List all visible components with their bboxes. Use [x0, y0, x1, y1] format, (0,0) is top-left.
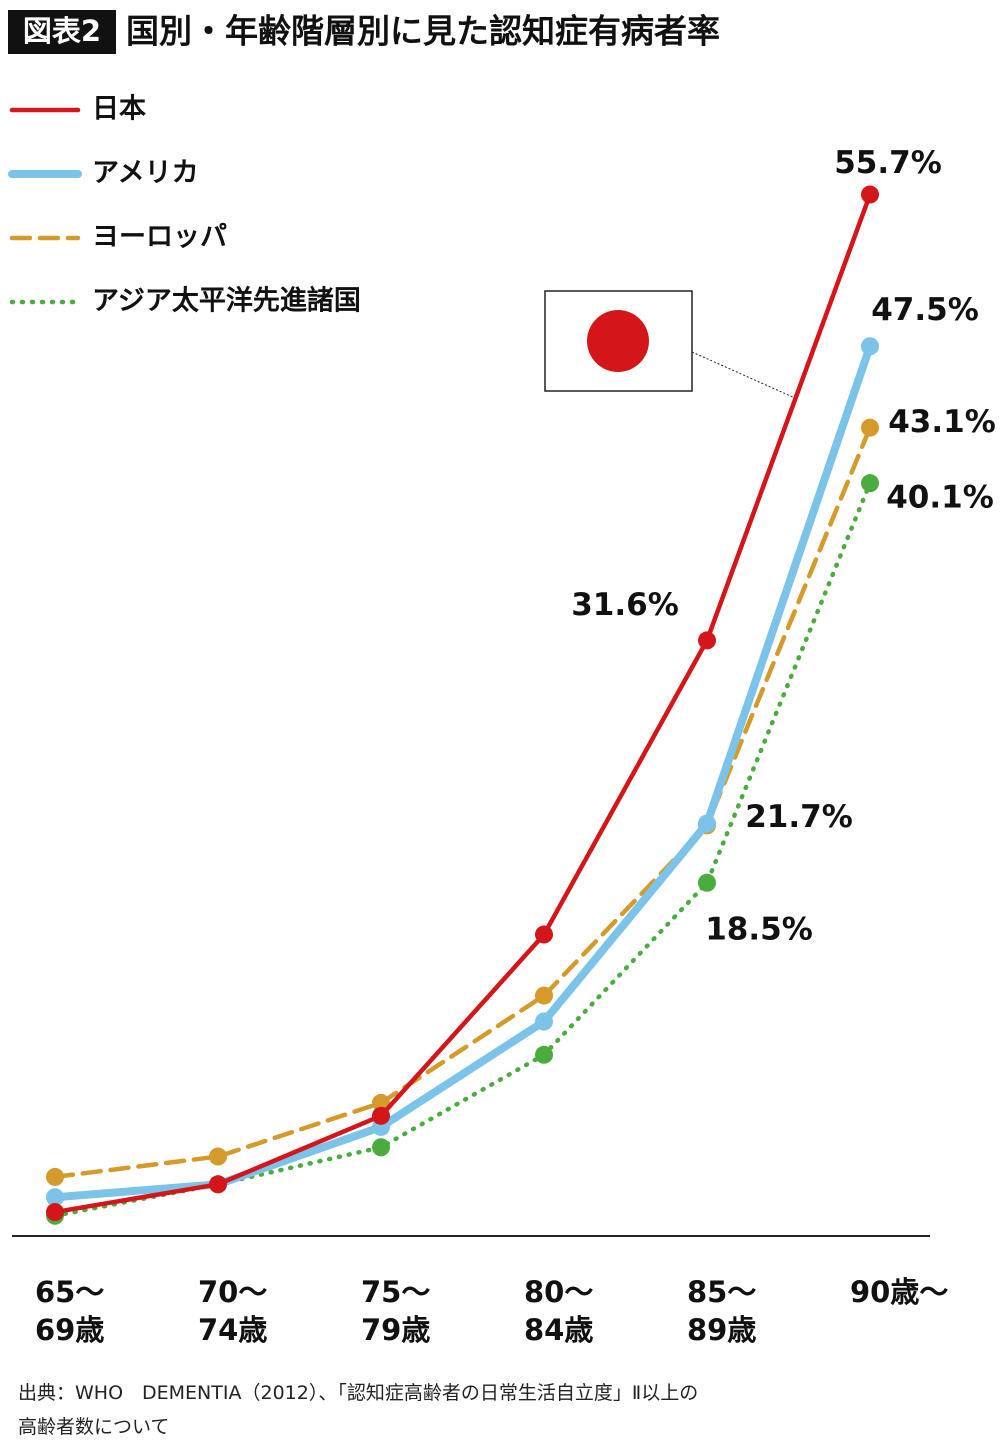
value-label: 43.1%: [888, 404, 996, 440]
x-tick-label: 65～ 69歳: [35, 1275, 105, 1347]
point: [861, 185, 879, 204]
x-tick-label: 70～ 74歳: [198, 1275, 268, 1347]
x-tick-label: 75～ 79歳: [361, 1275, 431, 1347]
value-label: 21.7%: [745, 799, 853, 835]
point: [209, 1147, 227, 1166]
point: [535, 925, 553, 944]
legend-label: アジア太平洋先進諸国: [92, 285, 361, 317]
badge: 図表2: [23, 14, 101, 48]
point: [46, 1188, 64, 1207]
value-label: 40.1%: [886, 480, 994, 516]
series-line: [51, 342, 874, 1202]
point: [46, 1203, 64, 1222]
series-line: [52, 480, 873, 1218]
point: [535, 1012, 553, 1031]
point: [861, 474, 879, 493]
point: [861, 337, 879, 356]
series-line: [52, 192, 873, 1215]
point: [372, 1106, 390, 1125]
series-line: [52, 425, 873, 1180]
point: [46, 1167, 64, 1186]
x-tick-label: 80～ 84歳: [524, 1275, 594, 1347]
point: [209, 1175, 227, 1194]
value-label: 55.7%: [834, 145, 942, 181]
point: [698, 814, 716, 833]
point: [535, 1045, 553, 1064]
value-label: 18.5%: [705, 911, 813, 947]
x-tick-label: 85～ 89歳: [687, 1275, 757, 1347]
legend-label: 日本: [92, 94, 146, 125]
point: [861, 418, 879, 437]
value-label: 47.5%: [871, 292, 979, 328]
point: [372, 1138, 390, 1157]
point: [698, 873, 716, 892]
source: 出典：WHO DEMENTIA（2012）、「認知症高齢者の日常生活自立度」Ⅱ以…: [18, 1382, 699, 1438]
point: [372, 1093, 390, 1112]
leader-line: [691, 351, 796, 399]
flag-sun: [587, 310, 649, 372]
value-label: 31.6%: [571, 587, 679, 623]
point: [535, 986, 553, 1005]
legend-label: アメリカ: [92, 158, 199, 189]
badge-bg: [8, 10, 116, 54]
chart-title: 国別・年齢階層別に見た認知症有病者率: [126, 12, 720, 51]
legend-label: ヨーロッパ: [92, 222, 227, 253]
x-tick-label: 90歳～: [850, 1275, 949, 1309]
point: [698, 631, 716, 650]
